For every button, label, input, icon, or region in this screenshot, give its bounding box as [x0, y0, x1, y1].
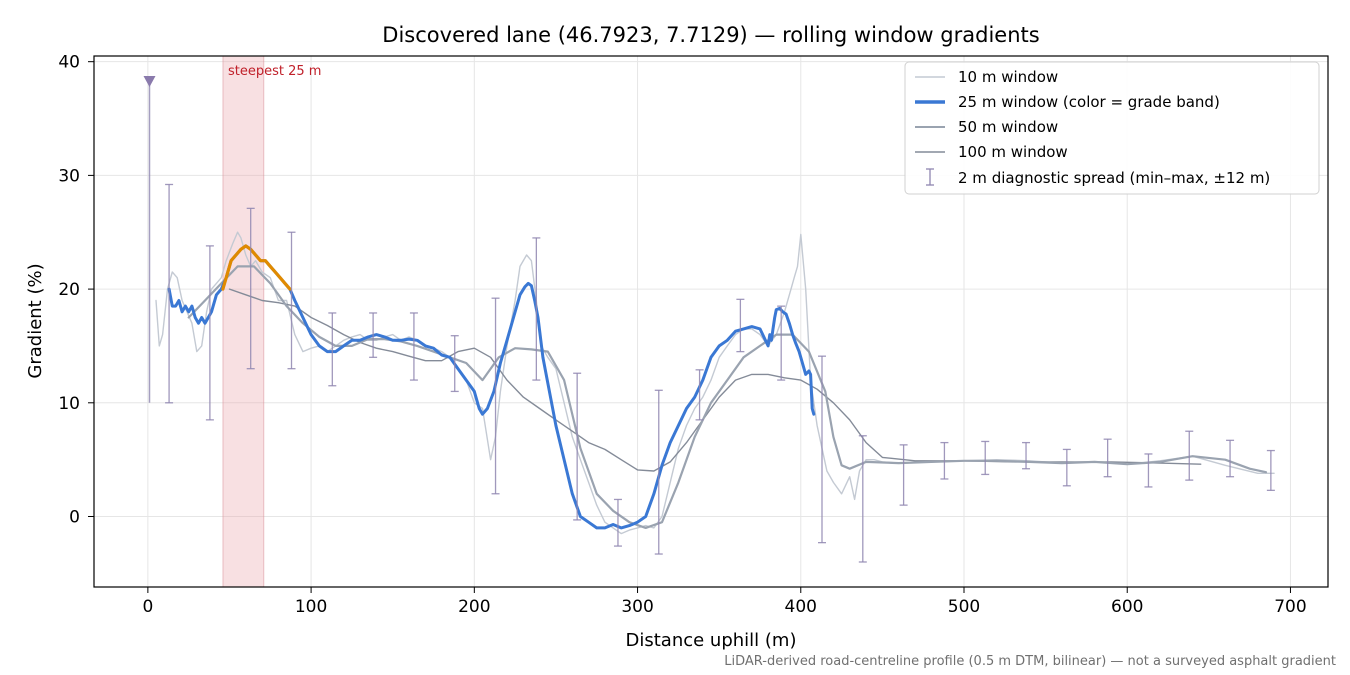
chart-title: Discovered lane (46.7923, 7.7129) — roll…	[382, 23, 1039, 47]
y-tick-label: 40	[58, 53, 80, 73]
footnote: LiDAR-derived road-centreline profile (0…	[724, 654, 1336, 669]
plot-frame	[93, 55, 1329, 588]
x-tick-label: 400	[785, 597, 817, 617]
error-bar	[287, 231, 296, 370]
x-tick-label: 100	[295, 597, 327, 617]
error-bar	[695, 369, 704, 421]
x-tick-label: 600	[1111, 597, 1143, 617]
error-bar	[491, 297, 500, 495]
error-bar	[613, 498, 622, 547]
x-tick-label: 700	[1274, 597, 1306, 617]
x-tick-label: 500	[948, 597, 980, 617]
start-marker	[143, 76, 156, 403]
y-tick-label: 0	[69, 508, 80, 528]
error-bar	[981, 440, 990, 476]
y-tick-label: 10	[58, 394, 80, 414]
legend-label-50m: 50 m window	[958, 118, 1058, 136]
legend-label-spread: 2 m diagnostic spread (min–max, ±12 m)	[958, 169, 1270, 187]
error-bar	[1266, 449, 1275, 492]
error-bar	[328, 312, 337, 387]
error-bar	[858, 435, 867, 563]
error-bars	[165, 183, 1275, 563]
highlight-label: steepest 25 m	[228, 64, 321, 79]
error-bar	[1022, 441, 1031, 470]
error-bar	[573, 372, 582, 521]
error-bar	[532, 237, 541, 381]
highlight-band	[222, 55, 265, 588]
series-line-w25-steep	[221, 244, 292, 291]
error-bar	[205, 245, 214, 421]
legend-label-10m: 10 m window	[958, 68, 1058, 86]
x-axis-label: Distance uphill (m)	[626, 630, 797, 651]
error-bar	[777, 305, 786, 381]
y-axis-label: Gradient (%)	[25, 263, 46, 378]
error-bar	[246, 207, 255, 370]
error-bar	[409, 312, 418, 381]
y-tick-label: 30	[58, 166, 80, 186]
error-bar	[1144, 453, 1153, 488]
error-bar	[940, 441, 949, 480]
error-bar	[369, 312, 378, 358]
legend-swatch-spread	[926, 168, 934, 186]
x-tick-label: 300	[621, 597, 653, 617]
marker-triangle	[143, 76, 156, 88]
legend-label-100m: 100 m window	[958, 143, 1068, 161]
x-tick-label: 0	[142, 597, 153, 617]
error-bar	[165, 183, 174, 404]
error-bar	[1103, 438, 1112, 478]
axis-ticks: 0 100 200 300 400 500 600 700 0 10 20 30 40	[58, 53, 1306, 617]
legend-label-25m: 25 m window (color = grade band)	[958, 93, 1220, 111]
error-bar	[1226, 439, 1235, 478]
error-bar	[1062, 448, 1071, 487]
error-bar	[736, 298, 745, 353]
legend-box	[904, 61, 1320, 195]
error-bar	[817, 355, 826, 544]
error-bar	[1185, 430, 1194, 481]
error-bar	[899, 444, 908, 506]
error-bar	[450, 335, 459, 393]
y-tick-label: 20	[58, 280, 80, 300]
x-tick-label: 200	[458, 597, 490, 617]
legend: 10 m window 25 m window (color = grade b…	[904, 61, 1320, 195]
steepest-highlight	[222, 55, 265, 588]
error-bar	[654, 389, 663, 555]
